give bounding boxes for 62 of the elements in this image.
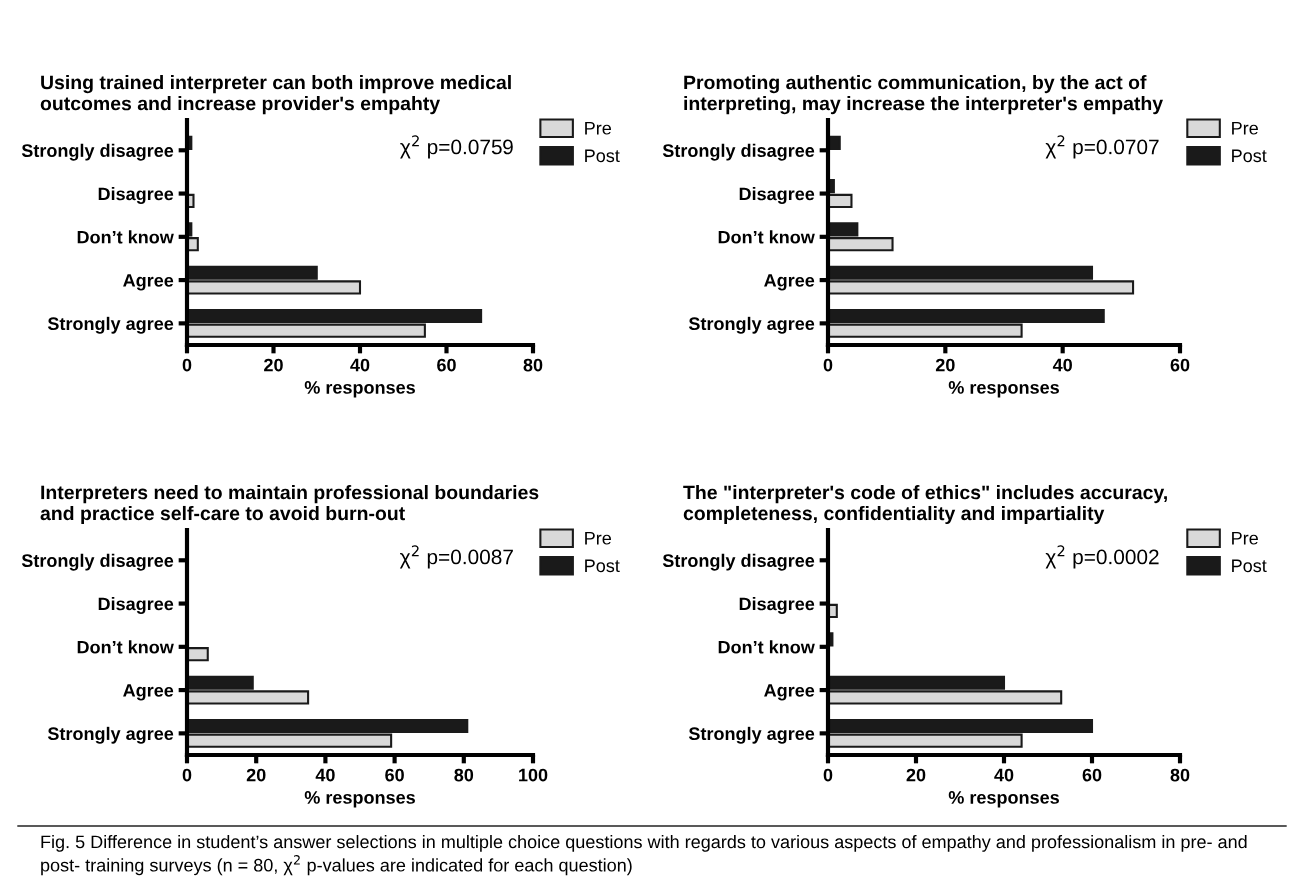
- x-tick-label: 60: [1170, 358, 1190, 372]
- x-tick-label: 80: [523, 358, 543, 372]
- x-tick-label: 20: [246, 768, 266, 782]
- y-tick-label: Disagree: [98, 597, 174, 614]
- chart-title: Promoting authentic communication, by the act of interpreting, may increase the interpreter's empathy: [684, 75, 1163, 115]
- legend-label: Pre: [1232, 121, 1258, 135]
- x-tick-label: 40: [350, 358, 370, 372]
- x-tick-label: 60: [437, 358, 456, 372]
- y-tick-label: Strongly agree: [688, 316, 815, 334]
- y-tick-label: Strongly disagree: [21, 143, 174, 161]
- x-tick-label: 60: [385, 768, 404, 782]
- x-tick-label: 20: [935, 358, 955, 372]
- x-tick-label: 20: [906, 768, 926, 782]
- legend-label: Pre: [1232, 531, 1258, 545]
- bar: [187, 647, 209, 662]
- x-tick-label: 0: [823, 358, 833, 372]
- x-tick-label: 0: [182, 358, 192, 372]
- legend-label: Post: [585, 149, 620, 163]
- y-tick-label: Strongly agree: [47, 726, 174, 744]
- chart-title: Interpreters need to maintain professional boundaries and practice self-care to avoid burn-out: [40, 485, 539, 525]
- y-tick-label: Disagree: [739, 187, 815, 204]
- x-axis-title: % responses: [304, 381, 415, 398]
- y-tick-label: Agree: [123, 274, 174, 291]
- x-tick-label: 100: [519, 768, 548, 782]
- x-tick-label: 80: [454, 768, 474, 782]
- y-tick-label: Disagree: [739, 597, 815, 614]
- legend-label: Post: [1232, 149, 1267, 163]
- y-tick-label: Don’t know: [77, 230, 174, 244]
- annotation: χ$^{2}$ p=0.0759: [400, 135, 513, 159]
- y-tick-label: Strongly agree: [688, 726, 815, 744]
- y-tick-label: Don’t know: [718, 230, 815, 244]
- annotation: χ$^{2}$ p=0.0002: [1045, 545, 1159, 569]
- y-tick-label: Agree: [123, 684, 174, 701]
- x-tick-label: 0: [823, 768, 833, 782]
- chart-title: The "interpreter's code of ethics" includes accuracy, completeness, confidentiality and impartiality: [683, 485, 1167, 525]
- legend-label: Post: [585, 559, 620, 573]
- legend-label: Pre: [585, 121, 611, 135]
- x-axis-title: % responses: [304, 791, 415, 808]
- annotation: χ$^{2}$ p=0.0707: [1045, 135, 1159, 159]
- y-tick-label: Strongly agree: [47, 316, 174, 334]
- legend-label: Pre: [585, 531, 611, 545]
- y-tick-label: Agree: [764, 684, 815, 701]
- x-axis-title: % responses: [948, 791, 1059, 808]
- x-tick-label: 0: [182, 768, 192, 782]
- x-tick-label: 60: [1082, 768, 1102, 782]
- x-tick-label: 20: [264, 358, 283, 372]
- y-tick-label: Strongly disagree: [21, 553, 174, 571]
- caption: Fig. 5 Difference in student’s answer selections in multiple choice questions with regards to various aspects of empathy and professionalism in pre- and post- training surveys (n = 80, χ$^{2}$ p-values are indicated for each question): [41, 835, 1247, 876]
- x-tick-label: 40: [994, 768, 1014, 782]
- legend-label: Post: [1232, 559, 1267, 573]
- y-tick-label: Don’t know: [718, 640, 815, 654]
- x-tick-label: 40: [1052, 358, 1072, 372]
- chart-title: Using trained interpreter can both improve medical outcomes and increase provider's empahty: [40, 75, 511, 115]
- annotation: χ$^{2}$ p=0.0087: [399, 545, 513, 569]
- x-tick-label: 40: [315, 768, 335, 782]
- y-tick-label: Strongly disagree: [662, 553, 815, 571]
- x-axis-title: % responses: [948, 381, 1059, 398]
- x-tick-label: 80: [1170, 768, 1190, 782]
- y-tick-label: Don’t know: [77, 640, 174, 654]
- y-tick-label: Disagree: [98, 187, 174, 204]
- y-tick-label: Strongly disagree: [662, 143, 815, 161]
- y-tick-label: Agree: [764, 274, 815, 291]
